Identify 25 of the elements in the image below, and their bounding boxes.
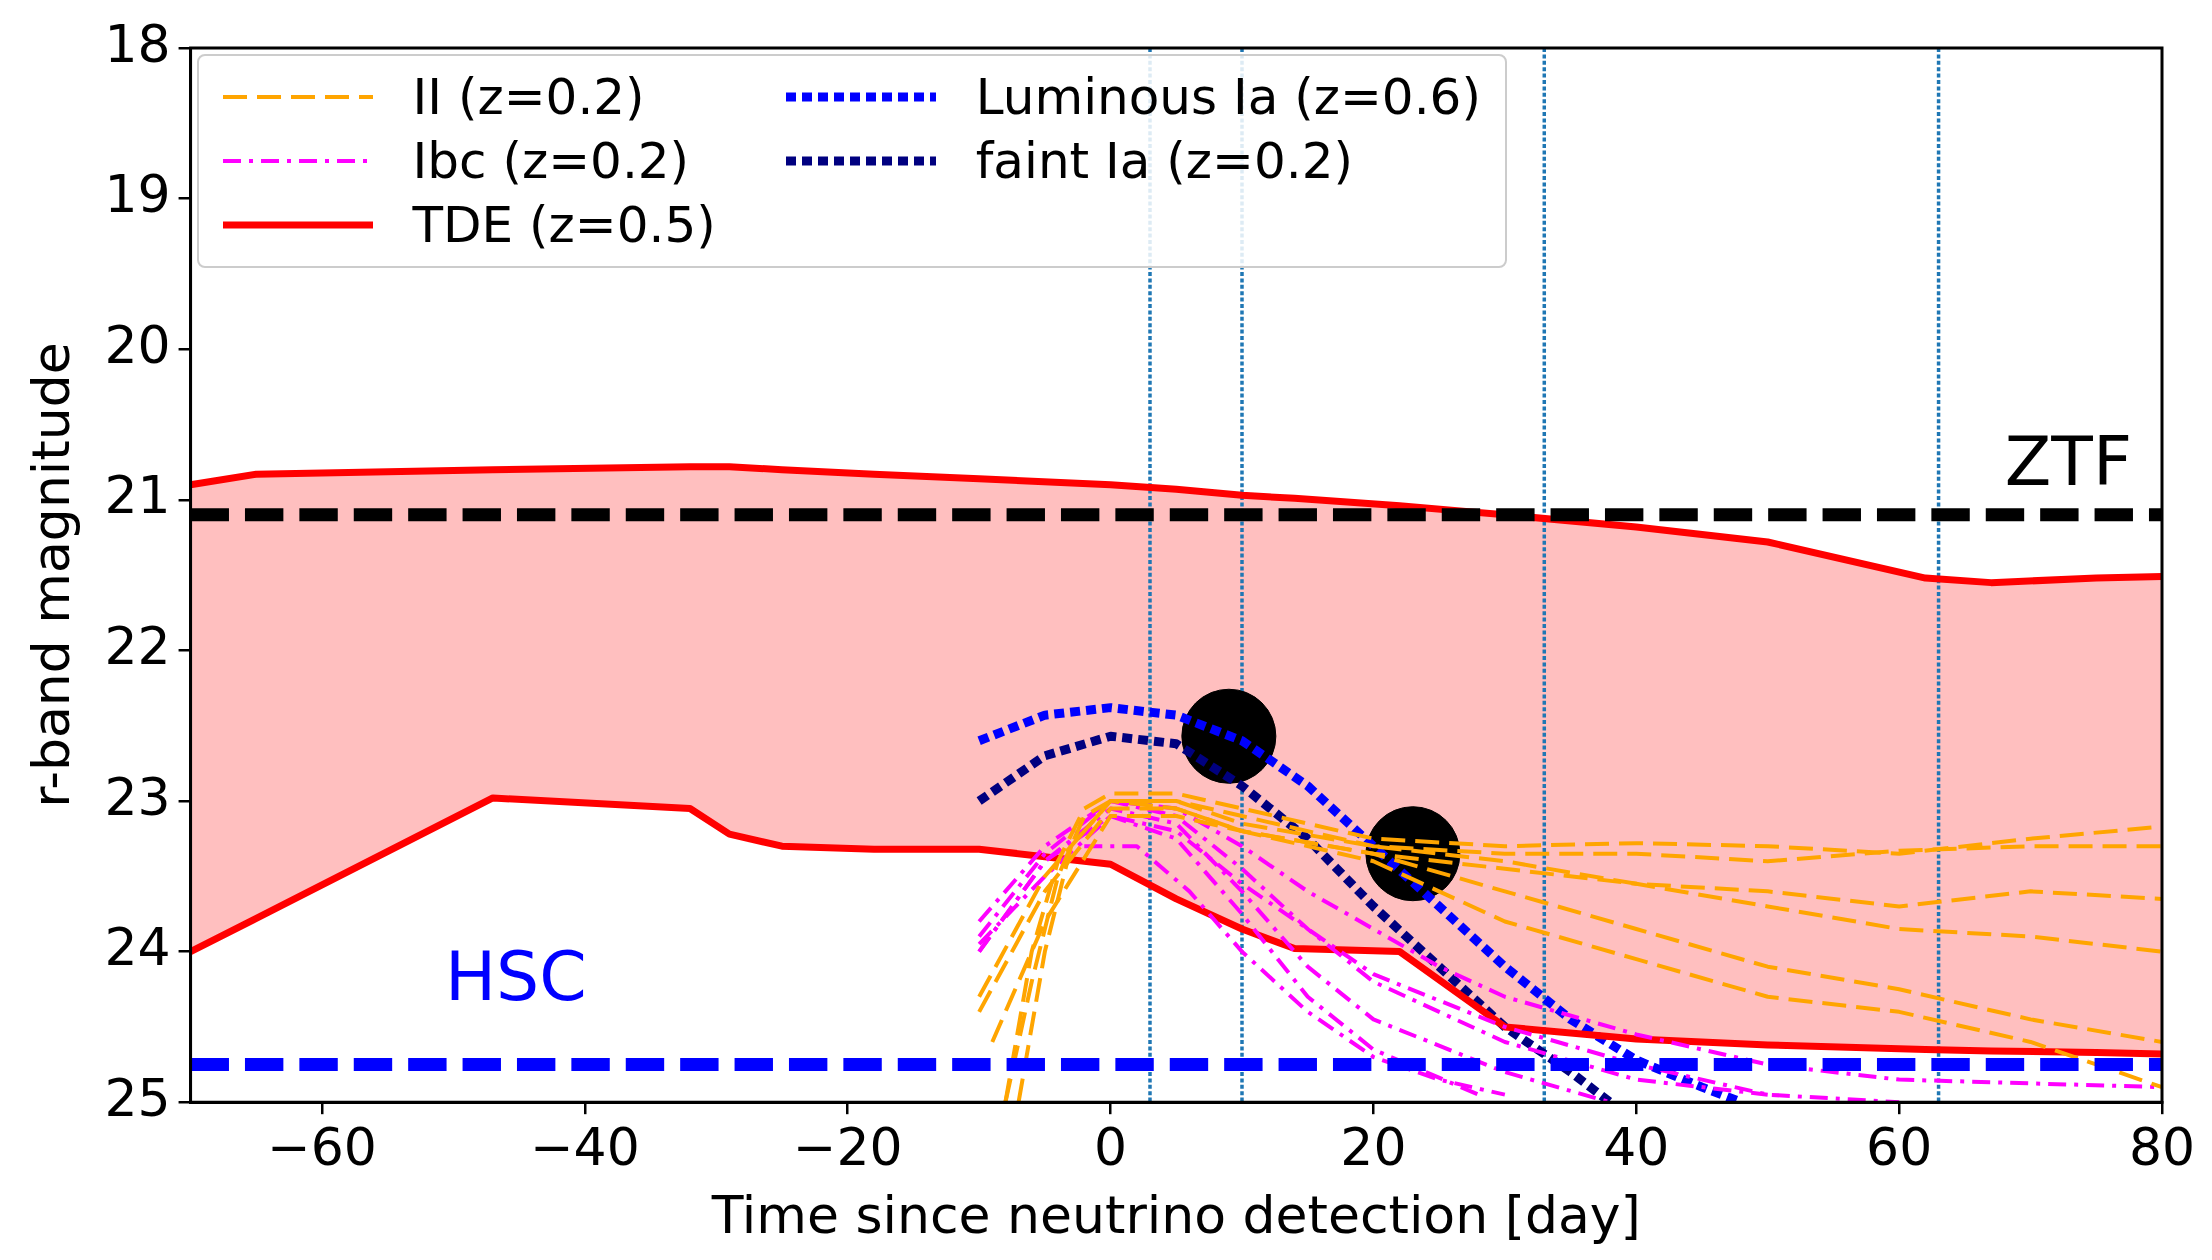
legend-label: faint Ia (z=0.2) [975, 132, 1354, 190]
x-tick-label: −20 [792, 1116, 903, 1177]
ref-line-label: HSC [444, 936, 587, 1016]
x-tick-label: 0 [1094, 1116, 1128, 1177]
x-tick-label: 60 [1866, 1116, 1933, 1177]
y-tick-label: 24 [104, 917, 171, 978]
y-tick-label: 20 [104, 314, 171, 375]
legend-label: Ibc (z=0.2) [412, 132, 690, 190]
ref-line-label: ZTF [2004, 421, 2132, 501]
y-tick-label: 19 [104, 164, 171, 225]
x-tick-label: 40 [1603, 1116, 1670, 1177]
x-tick-label: −40 [529, 1116, 640, 1177]
legend-label: TDE (z=0.5) [412, 196, 716, 254]
y-tick-label: 23 [104, 766, 171, 827]
y-tick-label: 22 [104, 615, 171, 676]
y-tick-label: 25 [104, 1067, 171, 1128]
legend-label: II (z=0.2) [412, 68, 645, 126]
x-tick-label: 80 [2128, 1116, 2196, 1177]
y-axis-title: r-band magnitude [20, 342, 81, 808]
x-axis-title: Time since neutrino detection [day] [710, 1185, 1641, 1246]
y-tick-label: 18 [104, 13, 171, 74]
y-tick-label: 21 [104, 465, 171, 526]
x-tick-label: −60 [267, 1116, 377, 1177]
x-tick-label: 20 [1340, 1116, 1407, 1177]
legend-label: Luminous Ia (z=0.6) [975, 68, 1481, 126]
